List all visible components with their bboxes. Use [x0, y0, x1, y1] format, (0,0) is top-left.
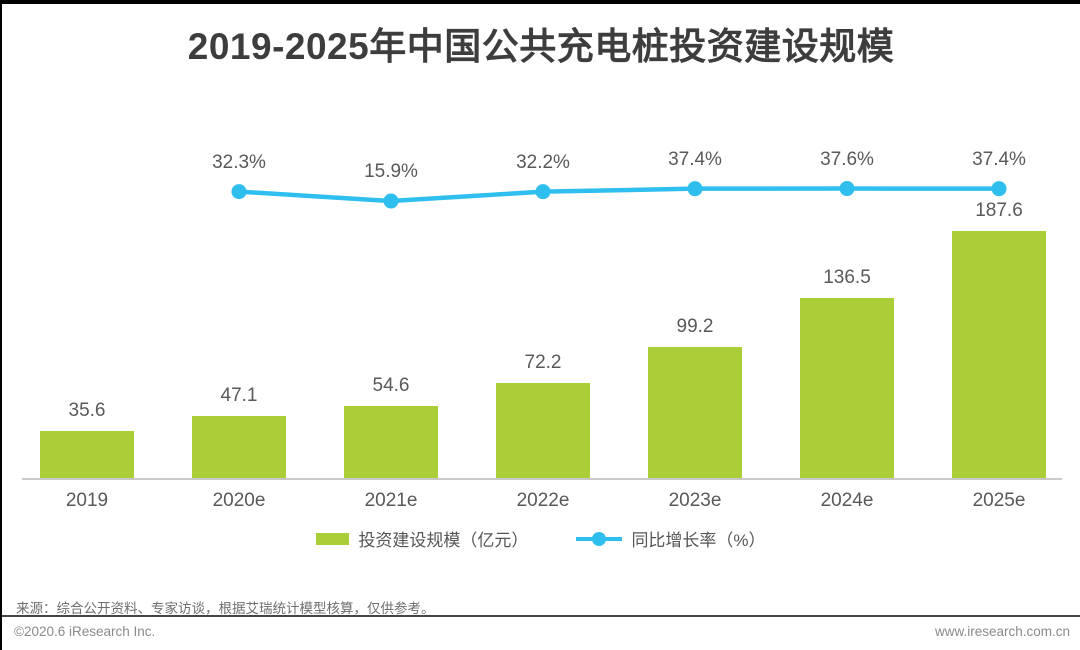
bar-value-label-2022e: 72.2	[524, 351, 562, 373]
growth-label-2022e: 32.2%	[516, 151, 570, 173]
growth-label-2021e: 15.9%	[364, 161, 418, 183]
growth-label-2024e: 37.6%	[820, 148, 874, 170]
growth-point-2021e	[383, 193, 399, 209]
x-tick-2025e: 2025e	[972, 490, 1026, 511]
bar-value-label-2019: 35.6	[68, 400, 106, 422]
plot-area: 35.6 2019 47.1 2020e 54.6 2021e 72.2 2022e 99.2 2…	[2, 4, 1080, 650]
x-tick-2020e: 2020e	[212, 490, 266, 511]
bar-2020e	[192, 415, 286, 478]
chart-title: 2019-2025年中国公共充电桩投资建设规模	[187, 26, 895, 67]
bar-2021e	[344, 406, 438, 478]
growth-line	[231, 181, 1007, 209]
legend-item-bar: 投资建设规模（亿元）	[316, 526, 528, 551]
bar-value-label-2024e: 136.5	[823, 267, 871, 289]
footer-divider	[2, 615, 1080, 617]
source-note: 来源：综合公开资料、专家访谈，根据艾瑞统计模型核算，仅供参考。	[16, 601, 435, 616]
growth-point-2023e	[687, 181, 703, 197]
growth-point-2022e	[535, 184, 551, 200]
bar-series-swatch	[316, 532, 350, 545]
x-tick-2022e: 2022e	[516, 490, 570, 511]
bar-2022e	[496, 382, 590, 478]
legend-bar-label: 投资建设规模（亿元）	[358, 531, 529, 550]
growth-label-2025e: 37.4%	[972, 148, 1026, 170]
bar-value-label-2025e: 187.6	[975, 199, 1023, 221]
x-tick-2024e: 2024e	[820, 490, 874, 511]
x-tick-2023e: 2023e	[668, 490, 722, 511]
line-series-marker	[576, 531, 623, 546]
x-tick-2019: 2019	[65, 490, 109, 511]
bar-2023e	[648, 347, 742, 478]
growth-point-2025e	[991, 181, 1007, 197]
copyright-text: ©2020.6 iResearch Inc.	[14, 624, 156, 639]
growth-point-2020e	[231, 184, 247, 200]
x-axis-line	[22, 478, 1062, 480]
bar-2025e	[952, 230, 1046, 478]
bar-2024e	[800, 298, 894, 478]
bar-2019	[40, 431, 134, 478]
bar-value-label-2023e: 99.2	[676, 316, 714, 338]
growth-label-2020e: 32.3%	[212, 151, 266, 173]
bar-value-label-2021e: 54.6	[372, 375, 410, 397]
website-link[interactable]: www.iresearch.com.cn	[934, 624, 1070, 639]
line-marker-dot	[592, 531, 607, 546]
legend: 投资建设规模（亿元） 同比增长率（%）	[2, 526, 1080, 551]
growth-point-2024e	[839, 181, 855, 197]
x-tick-2021e: 2021e	[364, 490, 418, 511]
legend-line-label: 同比增长率（%）	[631, 531, 766, 550]
growth-line-path	[236, 186, 1002, 204]
legend-item-line: 同比增长率（%）	[576, 526, 766, 551]
growth-label-2023e: 37.4%	[668, 148, 722, 170]
bar-value-label-2020e: 47.1	[220, 384, 258, 406]
